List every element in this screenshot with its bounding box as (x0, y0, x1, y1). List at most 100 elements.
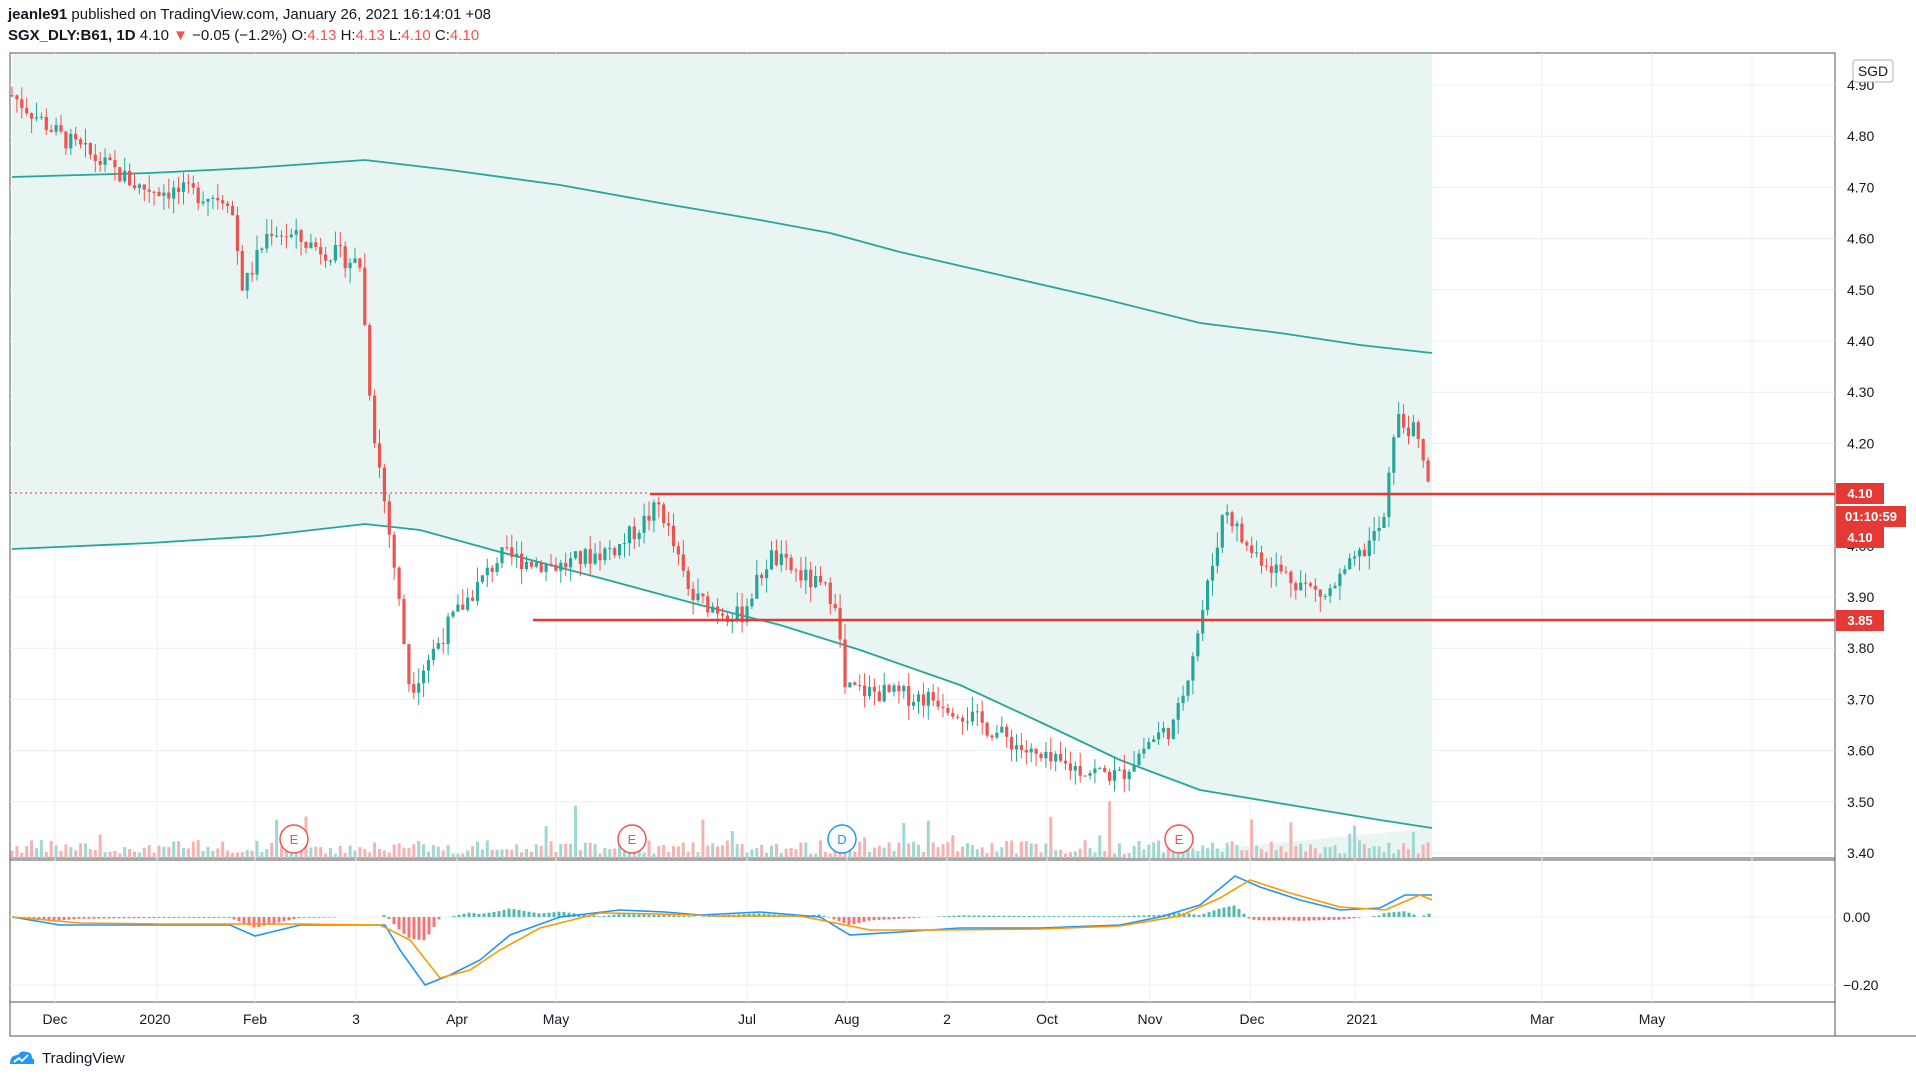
indicator-pane-frame (9, 859, 1836, 1037)
volume-bar (422, 844, 426, 858)
candle-body (98, 160, 102, 165)
candle-body (338, 244, 342, 247)
candle-body (681, 554, 685, 571)
candle-body (956, 716, 960, 718)
histogram-bar (477, 913, 481, 917)
volume-bar (1068, 852, 1072, 858)
candle-body (789, 557, 793, 571)
symbol-label[interactable]: SGX_DLY:B61, 1D (8, 27, 136, 44)
volume-bar (1294, 845, 1298, 858)
histogram-bar (262, 917, 266, 926)
volume-bar (1206, 847, 1210, 858)
volume-bar (123, 847, 127, 858)
volume-bar (480, 849, 484, 858)
candle-body (1108, 771, 1112, 781)
volume-bar (431, 845, 435, 858)
candle-body (142, 184, 146, 190)
publisher-name[interactable]: jeanle91 (8, 6, 68, 23)
price-axis[interactable]: 4.904.804.704.604.504.404.304.204.104.00… (1847, 77, 1874, 861)
histogram-bar (1077, 916, 1081, 917)
volume-bar (1044, 843, 1048, 858)
volume-bar (946, 842, 950, 858)
histogram-bar (1142, 915, 1146, 917)
histogram-bar (1157, 914, 1161, 917)
earnings-event-1[interactable]: E (279, 824, 309, 854)
last-price: 4.10 (139, 27, 169, 44)
candle-body (892, 685, 896, 692)
candle-body (1103, 767, 1107, 772)
volume-bar (662, 845, 666, 858)
candle-body (1088, 773, 1092, 776)
candle-body (990, 735, 994, 738)
volume-bar (348, 845, 352, 858)
earnings-event-2[interactable]: E (617, 824, 647, 854)
volume-bar (750, 849, 754, 858)
volume-bar (172, 841, 176, 858)
volume-bar (1078, 848, 1082, 858)
volume-bar (774, 843, 778, 858)
volume-bar (485, 840, 489, 858)
histogram-bar (1312, 917, 1316, 921)
histogram-bar (402, 917, 406, 934)
volume-bar (44, 851, 48, 858)
earnings-event-3[interactable]: E (1164, 824, 1194, 854)
histogram-bar (1322, 917, 1326, 921)
volume-bar (627, 853, 631, 858)
volume-bar (211, 850, 215, 858)
histogram-bar (902, 917, 906, 919)
tradingview-footer[interactable]: TradingView (8, 1045, 125, 1071)
dividend-event[interactable]: D (827, 824, 857, 854)
candle-body (377, 443, 382, 468)
histogram-bar (432, 917, 436, 927)
event-label: E (290, 832, 299, 847)
price-tick-label: 3.40 (1847, 845, 1874, 861)
histogram-bar (652, 914, 656, 917)
volume-bar (427, 851, 430, 858)
candle-body (353, 258, 357, 263)
chart-header: jeanle91 published on TradingView.com, J… (8, 4, 491, 46)
histogram-bar (997, 915, 1001, 917)
volume-bar (69, 847, 73, 858)
histogram-bar (967, 915, 971, 917)
volume-bar (951, 835, 955, 858)
volume-bar (809, 853, 813, 858)
candle-body (1382, 516, 1386, 528)
candle-body (828, 582, 832, 605)
volume-bar (921, 852, 925, 858)
candle-body (578, 551, 582, 565)
histogram-bar (487, 912, 491, 917)
histogram-bar (277, 917, 281, 923)
histogram-bar (1337, 917, 1341, 920)
histogram-bar (1412, 914, 1416, 917)
last-price-tag-2-text: 4.10 (1847, 530, 1872, 545)
volume-bar (505, 849, 509, 858)
histogram-bar (197, 917, 201, 918)
volume-bar (186, 848, 190, 858)
event-label: D (837, 832, 846, 847)
candle-body (642, 515, 646, 533)
candle-body (1235, 523, 1239, 527)
candle-body (667, 523, 671, 526)
histogram-bar (907, 917, 911, 919)
candle-body (1269, 566, 1273, 573)
macd-line (11, 875, 1432, 986)
histogram-bar (407, 917, 411, 938)
volume-bar (1397, 849, 1401, 858)
histogram-bar (1422, 915, 1426, 917)
histogram-bar (1187, 913, 1191, 917)
candle-body (441, 643, 445, 645)
candle-body (1357, 549, 1362, 557)
currency-badge[interactable]: SGD (1852, 59, 1894, 83)
oscillator-axis[interactable]: 0.00 −0.20 (1843, 909, 1879, 993)
candle-body (83, 142, 88, 145)
time-axis[interactable]: Dec 2020 Feb 3 Apr May Jul Aug 2 Oct Nov Dec 2021 Mar… (43, 1011, 1666, 1027)
volume-bar (799, 842, 803, 858)
volume-bar (113, 850, 117, 858)
support-price-tag-text: 3.85 (1847, 613, 1872, 628)
histogram-bar (692, 916, 696, 917)
price-tick-label: 4.20 (1847, 435, 1874, 451)
histogram-bar (1212, 910, 1216, 917)
volume-bar (529, 851, 533, 858)
histogram-bar (32, 917, 36, 919)
